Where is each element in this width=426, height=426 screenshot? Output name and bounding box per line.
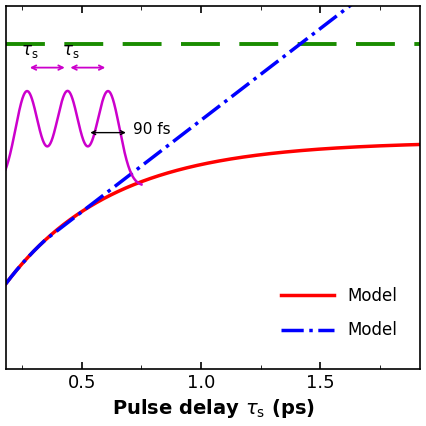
X-axis label: Pulse delay $\tau_{\rm s}$ (ps): Pulse delay $\tau_{\rm s}$ (ps) <box>112 397 314 420</box>
Text: $\tau_{\rm s}$: $\tau_{\rm s}$ <box>62 42 80 60</box>
Text: $\tau_{\rm s}$: $\tau_{\rm s}$ <box>20 42 38 60</box>
Legend: Model, Model: Model, Model <box>274 280 404 346</box>
Text: 90 fs: 90 fs <box>133 122 171 137</box>
